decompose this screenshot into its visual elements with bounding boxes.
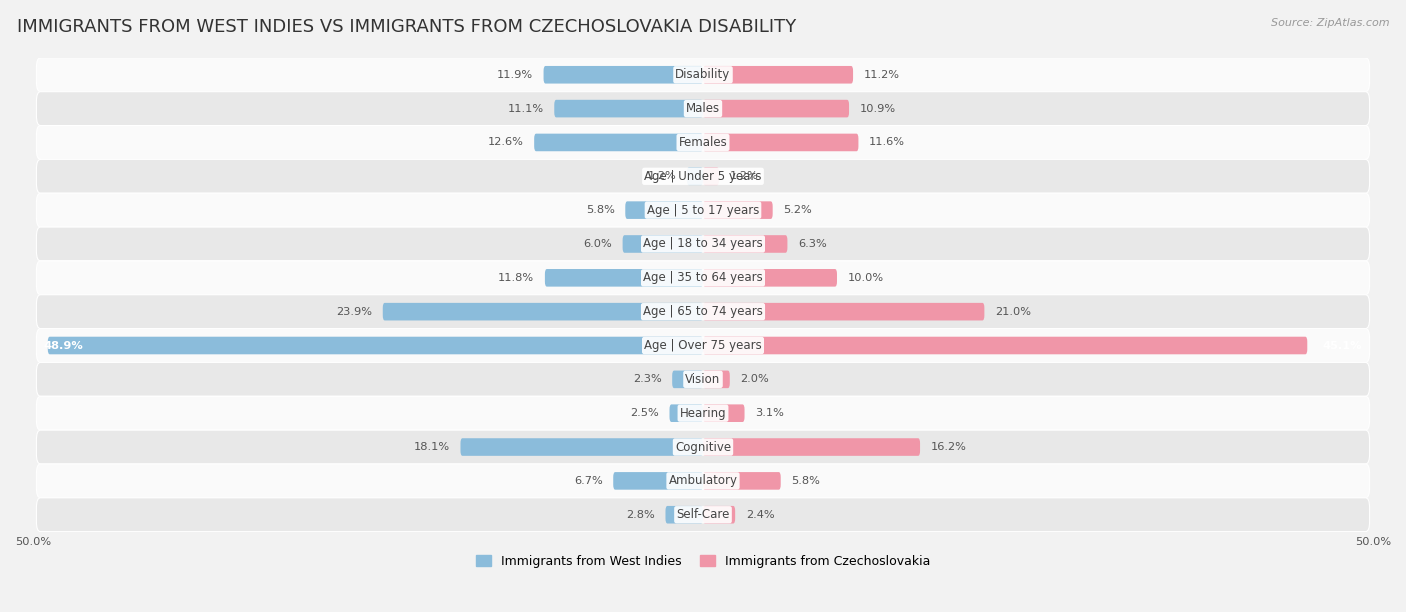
Text: 2.5%: 2.5% (630, 408, 659, 418)
FancyBboxPatch shape (37, 362, 1369, 397)
FancyBboxPatch shape (703, 66, 853, 84)
FancyBboxPatch shape (703, 100, 849, 118)
FancyBboxPatch shape (37, 430, 1369, 464)
Text: Disability: Disability (675, 69, 731, 81)
Text: Vision: Vision (685, 373, 721, 386)
Text: 6.0%: 6.0% (583, 239, 612, 249)
FancyBboxPatch shape (613, 472, 703, 490)
Text: Hearing: Hearing (679, 407, 727, 420)
Text: 11.1%: 11.1% (508, 103, 544, 114)
Text: Females: Females (679, 136, 727, 149)
FancyBboxPatch shape (703, 438, 920, 456)
Text: 11.6%: 11.6% (869, 138, 905, 147)
FancyBboxPatch shape (37, 295, 1369, 329)
FancyBboxPatch shape (688, 168, 703, 185)
Text: 48.9%: 48.9% (44, 340, 83, 351)
Text: 12.6%: 12.6% (488, 138, 523, 147)
Text: 23.9%: 23.9% (336, 307, 373, 316)
Text: Males: Males (686, 102, 720, 115)
FancyBboxPatch shape (37, 125, 1369, 159)
FancyBboxPatch shape (461, 438, 703, 456)
Text: 2.0%: 2.0% (741, 375, 769, 384)
FancyBboxPatch shape (623, 235, 703, 253)
FancyBboxPatch shape (37, 159, 1369, 193)
Text: 2.8%: 2.8% (626, 510, 655, 520)
FancyBboxPatch shape (37, 261, 1369, 295)
Text: 6.3%: 6.3% (799, 239, 827, 249)
Text: Age | 5 to 17 years: Age | 5 to 17 years (647, 204, 759, 217)
Text: 11.2%: 11.2% (863, 70, 900, 80)
FancyBboxPatch shape (703, 337, 1308, 354)
Text: IMMIGRANTS FROM WEST INDIES VS IMMIGRANTS FROM CZECHOSLOVAKIA DISABILITY: IMMIGRANTS FROM WEST INDIES VS IMMIGRANT… (17, 18, 796, 36)
Text: Age | Over 75 years: Age | Over 75 years (644, 339, 762, 352)
FancyBboxPatch shape (37, 193, 1369, 227)
Text: 10.9%: 10.9% (859, 103, 896, 114)
FancyBboxPatch shape (37, 227, 1369, 261)
FancyBboxPatch shape (37, 58, 1369, 92)
FancyBboxPatch shape (546, 269, 703, 286)
FancyBboxPatch shape (703, 472, 780, 490)
FancyBboxPatch shape (703, 269, 837, 286)
Text: Age | 35 to 64 years: Age | 35 to 64 years (643, 271, 763, 285)
Text: 11.9%: 11.9% (496, 70, 533, 80)
FancyBboxPatch shape (554, 100, 703, 118)
Text: 10.0%: 10.0% (848, 273, 884, 283)
FancyBboxPatch shape (703, 370, 730, 388)
Text: 11.8%: 11.8% (498, 273, 534, 283)
Text: 18.1%: 18.1% (413, 442, 450, 452)
Text: Age | 65 to 74 years: Age | 65 to 74 years (643, 305, 763, 318)
FancyBboxPatch shape (703, 303, 984, 321)
FancyBboxPatch shape (665, 506, 703, 523)
FancyBboxPatch shape (37, 92, 1369, 125)
Text: Self-Care: Self-Care (676, 508, 730, 521)
Text: Ambulatory: Ambulatory (668, 474, 738, 487)
Text: 21.0%: 21.0% (995, 307, 1031, 316)
FancyBboxPatch shape (703, 405, 745, 422)
FancyBboxPatch shape (672, 370, 703, 388)
Text: 2.3%: 2.3% (633, 375, 661, 384)
Text: 16.2%: 16.2% (931, 442, 967, 452)
Text: 2.4%: 2.4% (745, 510, 775, 520)
Text: 5.8%: 5.8% (586, 205, 614, 215)
Text: 45.1%: 45.1% (1323, 340, 1362, 351)
FancyBboxPatch shape (37, 329, 1369, 362)
Text: Source: ZipAtlas.com: Source: ZipAtlas.com (1271, 18, 1389, 28)
FancyBboxPatch shape (703, 506, 735, 523)
FancyBboxPatch shape (534, 133, 703, 151)
Text: Cognitive: Cognitive (675, 441, 731, 453)
FancyBboxPatch shape (544, 66, 703, 84)
Text: 3.1%: 3.1% (755, 408, 785, 418)
FancyBboxPatch shape (669, 405, 703, 422)
FancyBboxPatch shape (37, 498, 1369, 532)
Legend: Immigrants from West Indies, Immigrants from Czechoslovakia: Immigrants from West Indies, Immigrants … (471, 550, 935, 573)
FancyBboxPatch shape (626, 201, 703, 219)
Text: 1.2%: 1.2% (647, 171, 676, 181)
Text: 1.2%: 1.2% (730, 171, 759, 181)
FancyBboxPatch shape (37, 397, 1369, 430)
FancyBboxPatch shape (48, 337, 703, 354)
Text: Age | 18 to 34 years: Age | 18 to 34 years (643, 237, 763, 250)
FancyBboxPatch shape (382, 303, 703, 321)
FancyBboxPatch shape (37, 464, 1369, 498)
Text: 5.8%: 5.8% (792, 476, 820, 486)
FancyBboxPatch shape (703, 133, 859, 151)
Text: Age | Under 5 years: Age | Under 5 years (644, 170, 762, 183)
Text: 6.7%: 6.7% (574, 476, 603, 486)
FancyBboxPatch shape (703, 201, 773, 219)
Text: 5.2%: 5.2% (783, 205, 813, 215)
FancyBboxPatch shape (703, 168, 718, 185)
FancyBboxPatch shape (703, 235, 787, 253)
